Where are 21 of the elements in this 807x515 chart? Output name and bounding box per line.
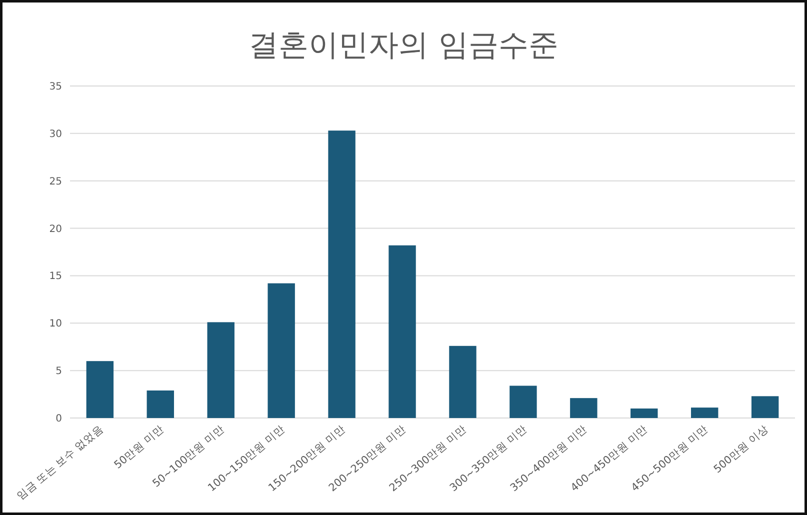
bar [510,386,537,418]
bar [630,408,658,418]
bar [146,390,174,418]
bar [690,408,718,418]
bar [207,322,234,418]
bar [570,398,598,418]
bar [388,245,416,418]
bar [751,396,779,418]
chart-title: 결혼이민자의 임금수준 [248,28,558,63]
bar [268,283,295,418]
y-tick-label: 15 [49,271,62,282]
y-tick-label: 25 [49,176,62,188]
bar [86,361,114,418]
y-tick-label: 30 [49,128,62,140]
bar [449,346,476,418]
y-tick-label: 10 [49,318,62,330]
y-tick-label: 35 [49,82,62,92]
y-tick-label: 20 [49,224,62,235]
bar [328,130,356,418]
y-tick-label: 0 [56,414,62,424]
y-tick-label: 5 [56,366,62,378]
